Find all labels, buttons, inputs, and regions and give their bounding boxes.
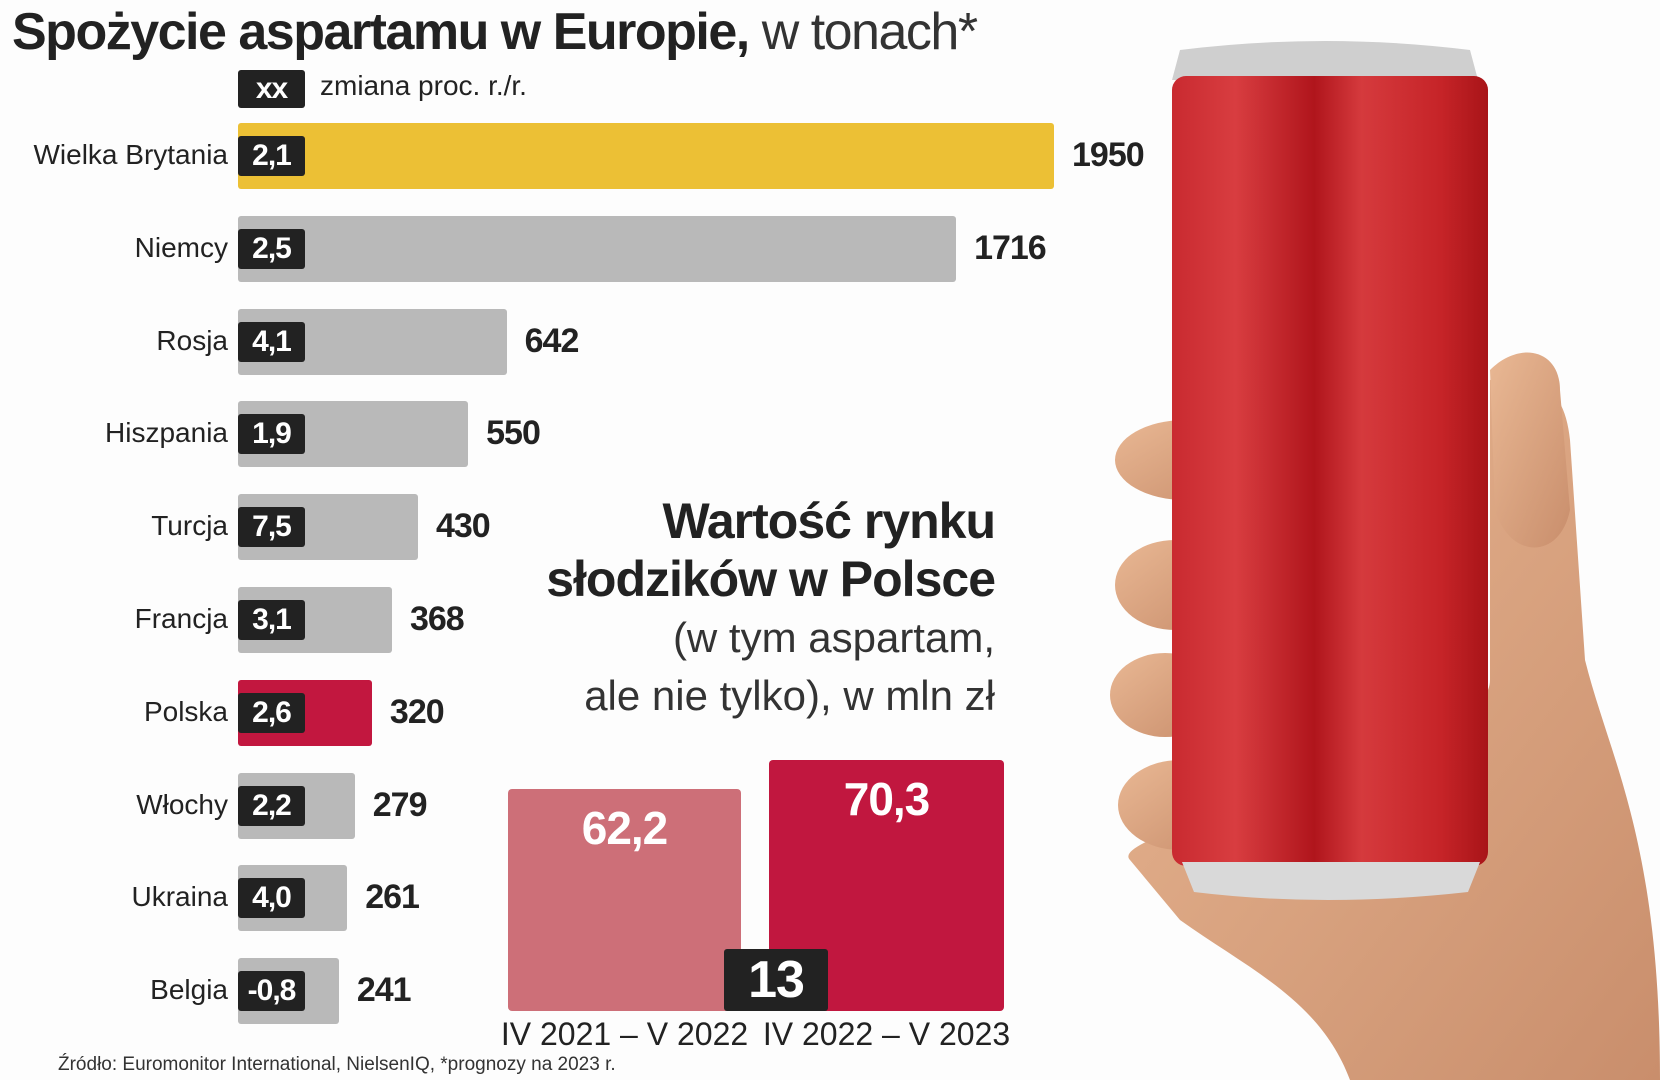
value-label: 62,2 — [581, 801, 669, 854]
source-note: Źródło: Euromonitor International, Niels… — [58, 1054, 616, 1075]
category-label: Rosja — [156, 324, 228, 356]
legend-badge: xx — [238, 70, 305, 108]
value-label: 1950 — [1072, 136, 1145, 174]
category-label: Hiszpania — [105, 417, 228, 449]
change-badge: 2,1 — [238, 136, 305, 176]
value-label: 550 — [486, 414, 541, 453]
category-label: Niemcy — [134, 231, 228, 263]
can-top — [1172, 41, 1478, 80]
right-chart-subtitle-line-2: ale nie tylko), w mln zł — [584, 672, 995, 719]
category-label: Wielka Brytania — [33, 139, 228, 170]
right-chart-title-line-2: słodzików w Polsce — [546, 551, 996, 607]
x-tick-label: IV 2022 – V 2023 — [762, 1016, 1011, 1052]
category-label: Belgia — [150, 974, 228, 1006]
thumb — [1490, 352, 1570, 548]
category-label: Włochy — [136, 788, 228, 820]
value-label: 320 — [389, 692, 445, 731]
hand-palm — [1128, 377, 1660, 1080]
value-label: 70,3 — [843, 773, 931, 825]
bar — [238, 123, 1054, 189]
bar — [508, 788, 741, 1011]
can-bottom — [1182, 862, 1480, 900]
value-label: 642 — [524, 321, 580, 360]
change-badge: 1,9 — [238, 414, 305, 455]
change-badge: -0,8 — [238, 971, 305, 1012]
category-label: Francja — [134, 603, 228, 634]
change-badge: 2,2 — [238, 785, 305, 826]
bar — [238, 215, 957, 282]
change-badge: 3,1 — [238, 600, 305, 640]
right-chart-title-line-1: Wartość rynku — [662, 493, 996, 549]
change-badge: 13 — [724, 949, 828, 1011]
change-badge: 2,6 — [238, 692, 305, 733]
hand-holding-can-illustration — [1110, 41, 1660, 1080]
category-label: Ukraina — [131, 881, 228, 913]
category-label: Turcja — [151, 510, 228, 542]
x-tick-label: IV 2021 – V 2022 — [500, 1016, 749, 1052]
value-label: 1716 — [974, 228, 1047, 267]
category-label: Polska — [143, 695, 228, 727]
change-badge: 4,1 — [238, 321, 305, 362]
change-badge: 7,5 — [238, 507, 305, 548]
value-label: 368 — [409, 600, 465, 638]
chart-title: Spożycie aspartamu w Europie, w tonach* — [12, 3, 978, 61]
change-badge: 2,5 — [238, 228, 305, 269]
value-label: 261 — [365, 878, 420, 917]
change-badge: 4,0 — [238, 878, 305, 919]
value-label: 430 — [435, 507, 491, 546]
value-label: 241 — [356, 971, 412, 1010]
legend-label: zmiana proc. r./r. — [320, 70, 527, 101]
right-chart-subtitle-line-1: (w tym aspartam, — [672, 614, 995, 661]
value-label: 279 — [372, 785, 428, 824]
can-body — [1172, 76, 1488, 866]
